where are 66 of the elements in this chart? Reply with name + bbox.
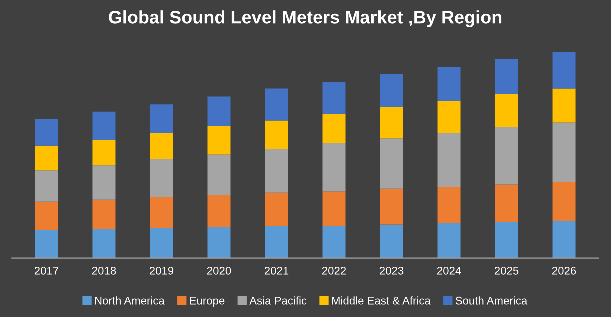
legend-label: Middle East & Africa bbox=[332, 296, 431, 305]
bar bbox=[552, 122, 576, 183]
chart-title: Global Sound Level Meters Market ,By Region bbox=[109, 10, 502, 28]
legend-label: Europe bbox=[190, 297, 225, 307]
bar bbox=[35, 202, 58, 230]
x-tick-label: 2025 bbox=[494, 266, 519, 275]
bar bbox=[265, 226, 288, 258]
bar bbox=[380, 188, 404, 225]
bar bbox=[92, 112, 116, 140]
bar bbox=[208, 96, 231, 126]
bar bbox=[322, 226, 346, 258]
bar bbox=[35, 230, 58, 258]
bar bbox=[438, 101, 461, 134]
bar bbox=[495, 59, 518, 95]
x-tick-label: 2024 bbox=[437, 266, 462, 275]
bar bbox=[380, 74, 404, 108]
bar bbox=[150, 133, 174, 160]
bar bbox=[92, 230, 116, 258]
x-tick-label: 2023 bbox=[380, 266, 404, 275]
bar bbox=[438, 67, 461, 102]
x-tick-label: 2019 bbox=[150, 266, 174, 275]
bar bbox=[322, 143, 346, 192]
bar bbox=[35, 119, 58, 146]
bar bbox=[380, 107, 404, 139]
bar bbox=[265, 88, 288, 121]
bar bbox=[438, 133, 461, 188]
x-tick-label: 2026 bbox=[552, 266, 576, 275]
bar bbox=[265, 120, 288, 150]
bar bbox=[150, 228, 174, 258]
bar bbox=[495, 222, 518, 258]
bar bbox=[495, 94, 518, 128]
x-tick-label: 2022 bbox=[322, 266, 346, 275]
bar bbox=[552, 182, 576, 222]
legend-label: North America bbox=[95, 296, 165, 305]
bar bbox=[552, 221, 576, 258]
x-tick-label: 2021 bbox=[264, 266, 289, 275]
x-tick-label: 2017 bbox=[34, 266, 59, 275]
bar bbox=[322, 114, 346, 144]
legend-label: South America bbox=[456, 296, 528, 305]
bar bbox=[552, 88, 576, 123]
bar bbox=[150, 159, 174, 198]
bar bbox=[265, 192, 288, 226]
bar bbox=[35, 146, 58, 171]
bar bbox=[92, 166, 116, 200]
bar bbox=[495, 127, 518, 185]
x-tick-label: 2018 bbox=[92, 266, 116, 275]
bar bbox=[92, 140, 116, 166]
bar bbox=[92, 200, 116, 230]
bar bbox=[208, 154, 231, 196]
bar bbox=[552, 52, 576, 89]
bar bbox=[322, 82, 346, 114]
bar bbox=[208, 126, 231, 155]
bar bbox=[265, 149, 288, 193]
bar bbox=[322, 192, 346, 226]
bar bbox=[150, 197, 174, 228]
bar bbox=[438, 223, 461, 258]
bar bbox=[438, 187, 461, 224]
bar bbox=[208, 195, 231, 228]
bar bbox=[35, 170, 58, 202]
bar bbox=[495, 184, 518, 222]
bar bbox=[150, 104, 174, 134]
x-tick-label: 2020 bbox=[207, 266, 232, 275]
bar bbox=[208, 227, 231, 258]
legend-label: Asia Pacific bbox=[250, 296, 307, 305]
bar bbox=[380, 138, 404, 189]
bar bbox=[380, 224, 404, 258]
